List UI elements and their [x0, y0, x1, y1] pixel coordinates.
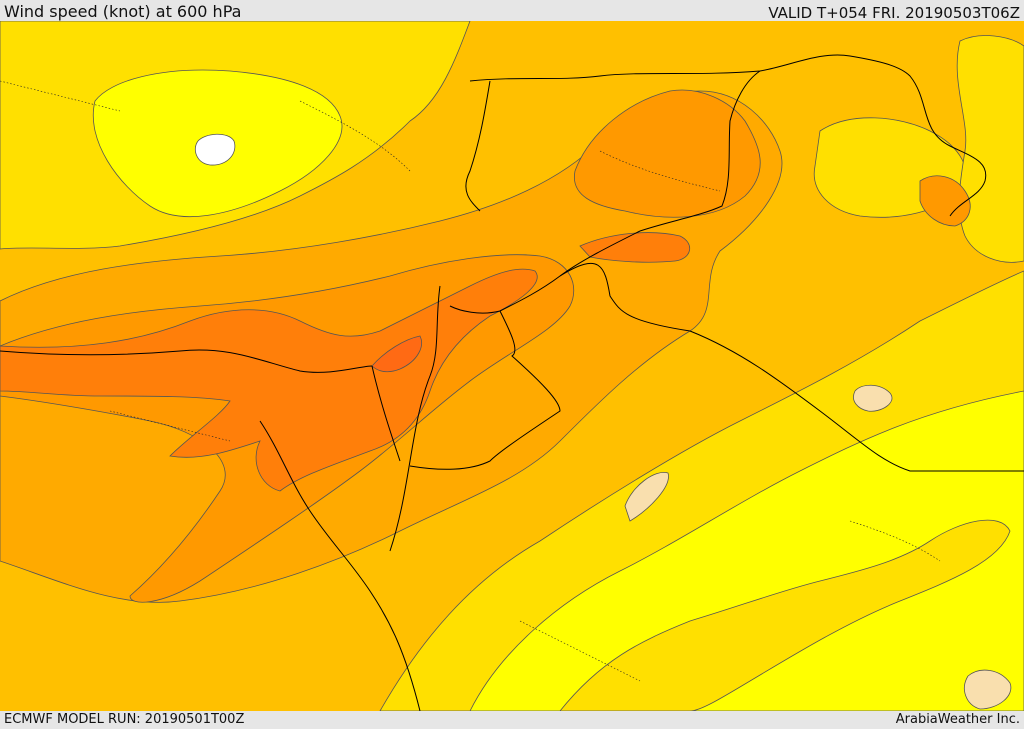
contour-red-orange-core [371, 335, 422, 373]
contour-orange-dark-core [0, 268, 538, 492]
valid-time: VALID T+054 FRI. 20190503T06Z [768, 4, 1020, 22]
contour-orange-patch-east [919, 175, 971, 227]
map-title: Wind speed (knot) at 600 hPa [4, 2, 242, 21]
contour-cream-se1 [624, 472, 669, 522]
contour-gold-patch-se [559, 519, 1011, 711]
contour-orange-dark-patch [579, 232, 690, 263]
country-borders [0, 54, 1024, 711]
contour-cream-se2 [853, 384, 893, 412]
header-bar: Wind speed (knot) at 600 hPa VALID T+054… [0, 0, 1024, 22]
contour-cream-se3 [964, 669, 1012, 710]
credit-label: ArabiaWeather Inc. [895, 712, 1020, 727]
contour-yellow-se [469, 390, 1024, 711]
coastlines [0, 80, 941, 682]
contour-orange-patch-ne [573, 89, 761, 218]
model-run-label: ECMWF MODEL RUN: 20190501T00Z [4, 712, 245, 727]
contour-gold-east2 [956, 35, 1024, 263]
contour-white-nw [194, 133, 236, 166]
footer-bar: ECMWF MODEL RUN: 20190501T00Z ArabiaWeat… [0, 711, 1024, 729]
wind-speed-map [0, 21, 1024, 711]
